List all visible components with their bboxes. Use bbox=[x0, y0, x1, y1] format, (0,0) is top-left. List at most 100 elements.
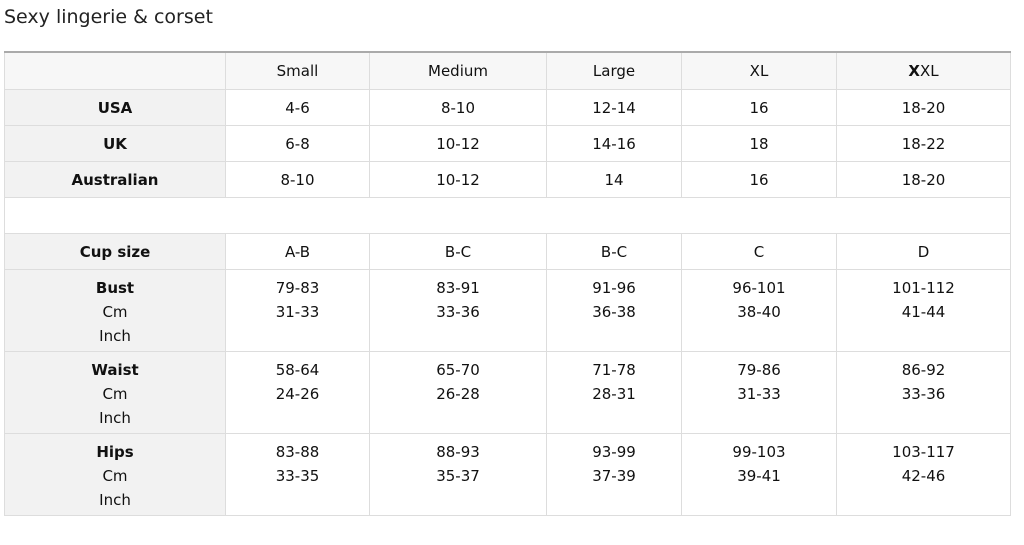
inch-value: 31-33 bbox=[737, 385, 781, 403]
inch-value: 36-38 bbox=[592, 303, 636, 321]
unit-label: Inch bbox=[99, 409, 131, 427]
cm-value: 65-70 bbox=[436, 361, 480, 379]
table-cell: 14 bbox=[546, 161, 682, 198]
inch-value: 42-46 bbox=[901, 467, 946, 485]
table-cell: 58-64 24-26 bbox=[225, 351, 370, 434]
inch-value: 24-26 bbox=[275, 385, 320, 403]
spacer-row bbox=[4, 197, 1011, 234]
inch-value: 35-37 bbox=[436, 467, 480, 485]
table-cell: A-B bbox=[225, 233, 370, 270]
cm-value: 58-64 bbox=[275, 361, 320, 379]
cm-value: 79-83 bbox=[275, 279, 320, 297]
table-cell: 103-117 42-46 bbox=[836, 433, 1011, 516]
size-header-label: XL bbox=[919, 62, 939, 80]
table-cell: 88-93 35-37 bbox=[369, 433, 547, 516]
table-cell: 91-96 36-38 bbox=[546, 269, 682, 352]
table-row: Bust Cm Inch 79-83 31-33 83-91 33-36 91-96 36-38… bbox=[4, 269, 1011, 352]
table-cell: 12-14 bbox=[546, 89, 682, 126]
cm-value: 99-103 bbox=[732, 443, 786, 461]
corner-cell bbox=[4, 51, 226, 90]
size-header-label: Large bbox=[592, 62, 636, 80]
row-label: Waist bbox=[91, 361, 139, 379]
table-cell: 8-10 bbox=[225, 161, 370, 198]
table-cell: 79-83 31-33 bbox=[225, 269, 370, 352]
size-header-label: Medium bbox=[428, 62, 488, 80]
size-header: Small bbox=[225, 51, 370, 90]
row-label: Australian bbox=[71, 170, 159, 189]
table-cell: 71-78 28-31 bbox=[546, 351, 682, 434]
table-cell: 10-12 bbox=[369, 161, 547, 198]
inch-value: 41-44 bbox=[901, 303, 946, 321]
header-row: Small Medium Large XL XXL bbox=[4, 51, 1011, 90]
table-row: Hips Cm Inch 83-88 33-35 88-93 35-37 93-99 37-39… bbox=[4, 433, 1011, 516]
table-cell: 79-86 31-33 bbox=[681, 351, 837, 434]
cm-value: 86-92 bbox=[901, 361, 946, 379]
table-cell: 83-88 33-35 bbox=[225, 433, 370, 516]
row-label: USA bbox=[97, 98, 133, 117]
table-cell: B-C bbox=[369, 233, 547, 270]
table-row: Cup size A-B B-C B-C C D bbox=[4, 233, 1011, 270]
size-header: XL bbox=[681, 51, 837, 90]
size-header-label: XL bbox=[749, 62, 769, 80]
inch-value: 37-39 bbox=[592, 467, 636, 485]
table-row: Australian 8-10 10-12 14 16 18-20 bbox=[4, 161, 1011, 198]
table-cell: B-C bbox=[546, 233, 682, 270]
cm-value: 91-96 bbox=[592, 279, 636, 297]
table-cell: 101-112 41-44 bbox=[836, 269, 1011, 352]
cm-value: 71-78 bbox=[592, 361, 636, 379]
table-cell: 16 bbox=[681, 89, 837, 126]
table-cell: 10-12 bbox=[369, 125, 547, 162]
table-cell: 99-103 39-41 bbox=[681, 433, 837, 516]
inch-value: 33-36 bbox=[901, 385, 946, 403]
unit-label: Cm bbox=[102, 467, 128, 485]
inch-value: 38-40 bbox=[737, 303, 781, 321]
page-title: Sexy lingerie & corset bbox=[4, 6, 213, 28]
cm-value: 93-99 bbox=[592, 443, 636, 461]
table-cell: 18 bbox=[681, 125, 837, 162]
table-cell: 18-20 bbox=[836, 161, 1011, 198]
inch-value: 28-31 bbox=[592, 385, 636, 403]
table-cell: 8-10 bbox=[369, 89, 547, 126]
cm-value: 79-86 bbox=[737, 361, 781, 379]
size-header: XXL bbox=[836, 51, 1011, 90]
cm-value: 83-91 bbox=[436, 279, 480, 297]
table-cell: 16 bbox=[681, 161, 837, 198]
table-cell: 83-91 33-36 bbox=[369, 269, 547, 352]
inch-value: 33-36 bbox=[436, 303, 480, 321]
cm-value: 83-88 bbox=[275, 443, 320, 461]
table-row: UK 6-8 10-12 14-16 18 18-22 bbox=[4, 125, 1011, 162]
table-cell: 93-99 37-39 bbox=[546, 433, 682, 516]
table-cell: C bbox=[681, 233, 837, 270]
unit-label: Cm bbox=[102, 303, 128, 321]
table-cell: 4-6 bbox=[225, 89, 370, 126]
unit-label: Cm bbox=[102, 385, 128, 403]
table-cell: 86-92 33-36 bbox=[836, 351, 1011, 434]
cm-value: 96-101 bbox=[732, 279, 786, 297]
size-header: Medium bbox=[369, 51, 547, 90]
inch-value: 33-35 bbox=[275, 467, 320, 485]
table-cell: 6-8 bbox=[225, 125, 370, 162]
table-cell: 18-20 bbox=[836, 89, 1011, 126]
table-cell: 14-16 bbox=[546, 125, 682, 162]
table-row: Waist Cm Inch 58-64 24-26 65-70 26-28 71-78 28-3… bbox=[4, 351, 1011, 434]
inch-value: 39-41 bbox=[737, 467, 781, 485]
row-label: Hips bbox=[96, 443, 134, 461]
table-cell: D bbox=[836, 233, 1011, 270]
unit-label: Inch bbox=[99, 491, 131, 509]
inch-value: 31-33 bbox=[275, 303, 320, 321]
cm-value: 103-117 bbox=[892, 443, 955, 461]
size-header: Large bbox=[546, 51, 682, 90]
row-label: UK bbox=[103, 134, 127, 153]
row-label: Bust bbox=[95, 279, 135, 297]
size-header-label: Small bbox=[276, 62, 319, 80]
cm-value: 88-93 bbox=[436, 443, 480, 461]
table-cell: 96-101 38-40 bbox=[681, 269, 837, 352]
unit-label: Inch bbox=[99, 327, 131, 345]
table-row: USA 4-6 8-10 12-14 16 18-20 bbox=[4, 89, 1011, 126]
inch-value: 26-28 bbox=[436, 385, 480, 403]
size-chart-table: Small Medium Large XL XXL USA 4-6 8-10 12-14 16 18… bbox=[4, 51, 1011, 516]
size-header-bold: X bbox=[908, 62, 920, 80]
row-label: Cup size bbox=[79, 242, 151, 261]
table-cell: 65-70 26-28 bbox=[369, 351, 547, 434]
cm-value: 101-112 bbox=[892, 279, 955, 297]
